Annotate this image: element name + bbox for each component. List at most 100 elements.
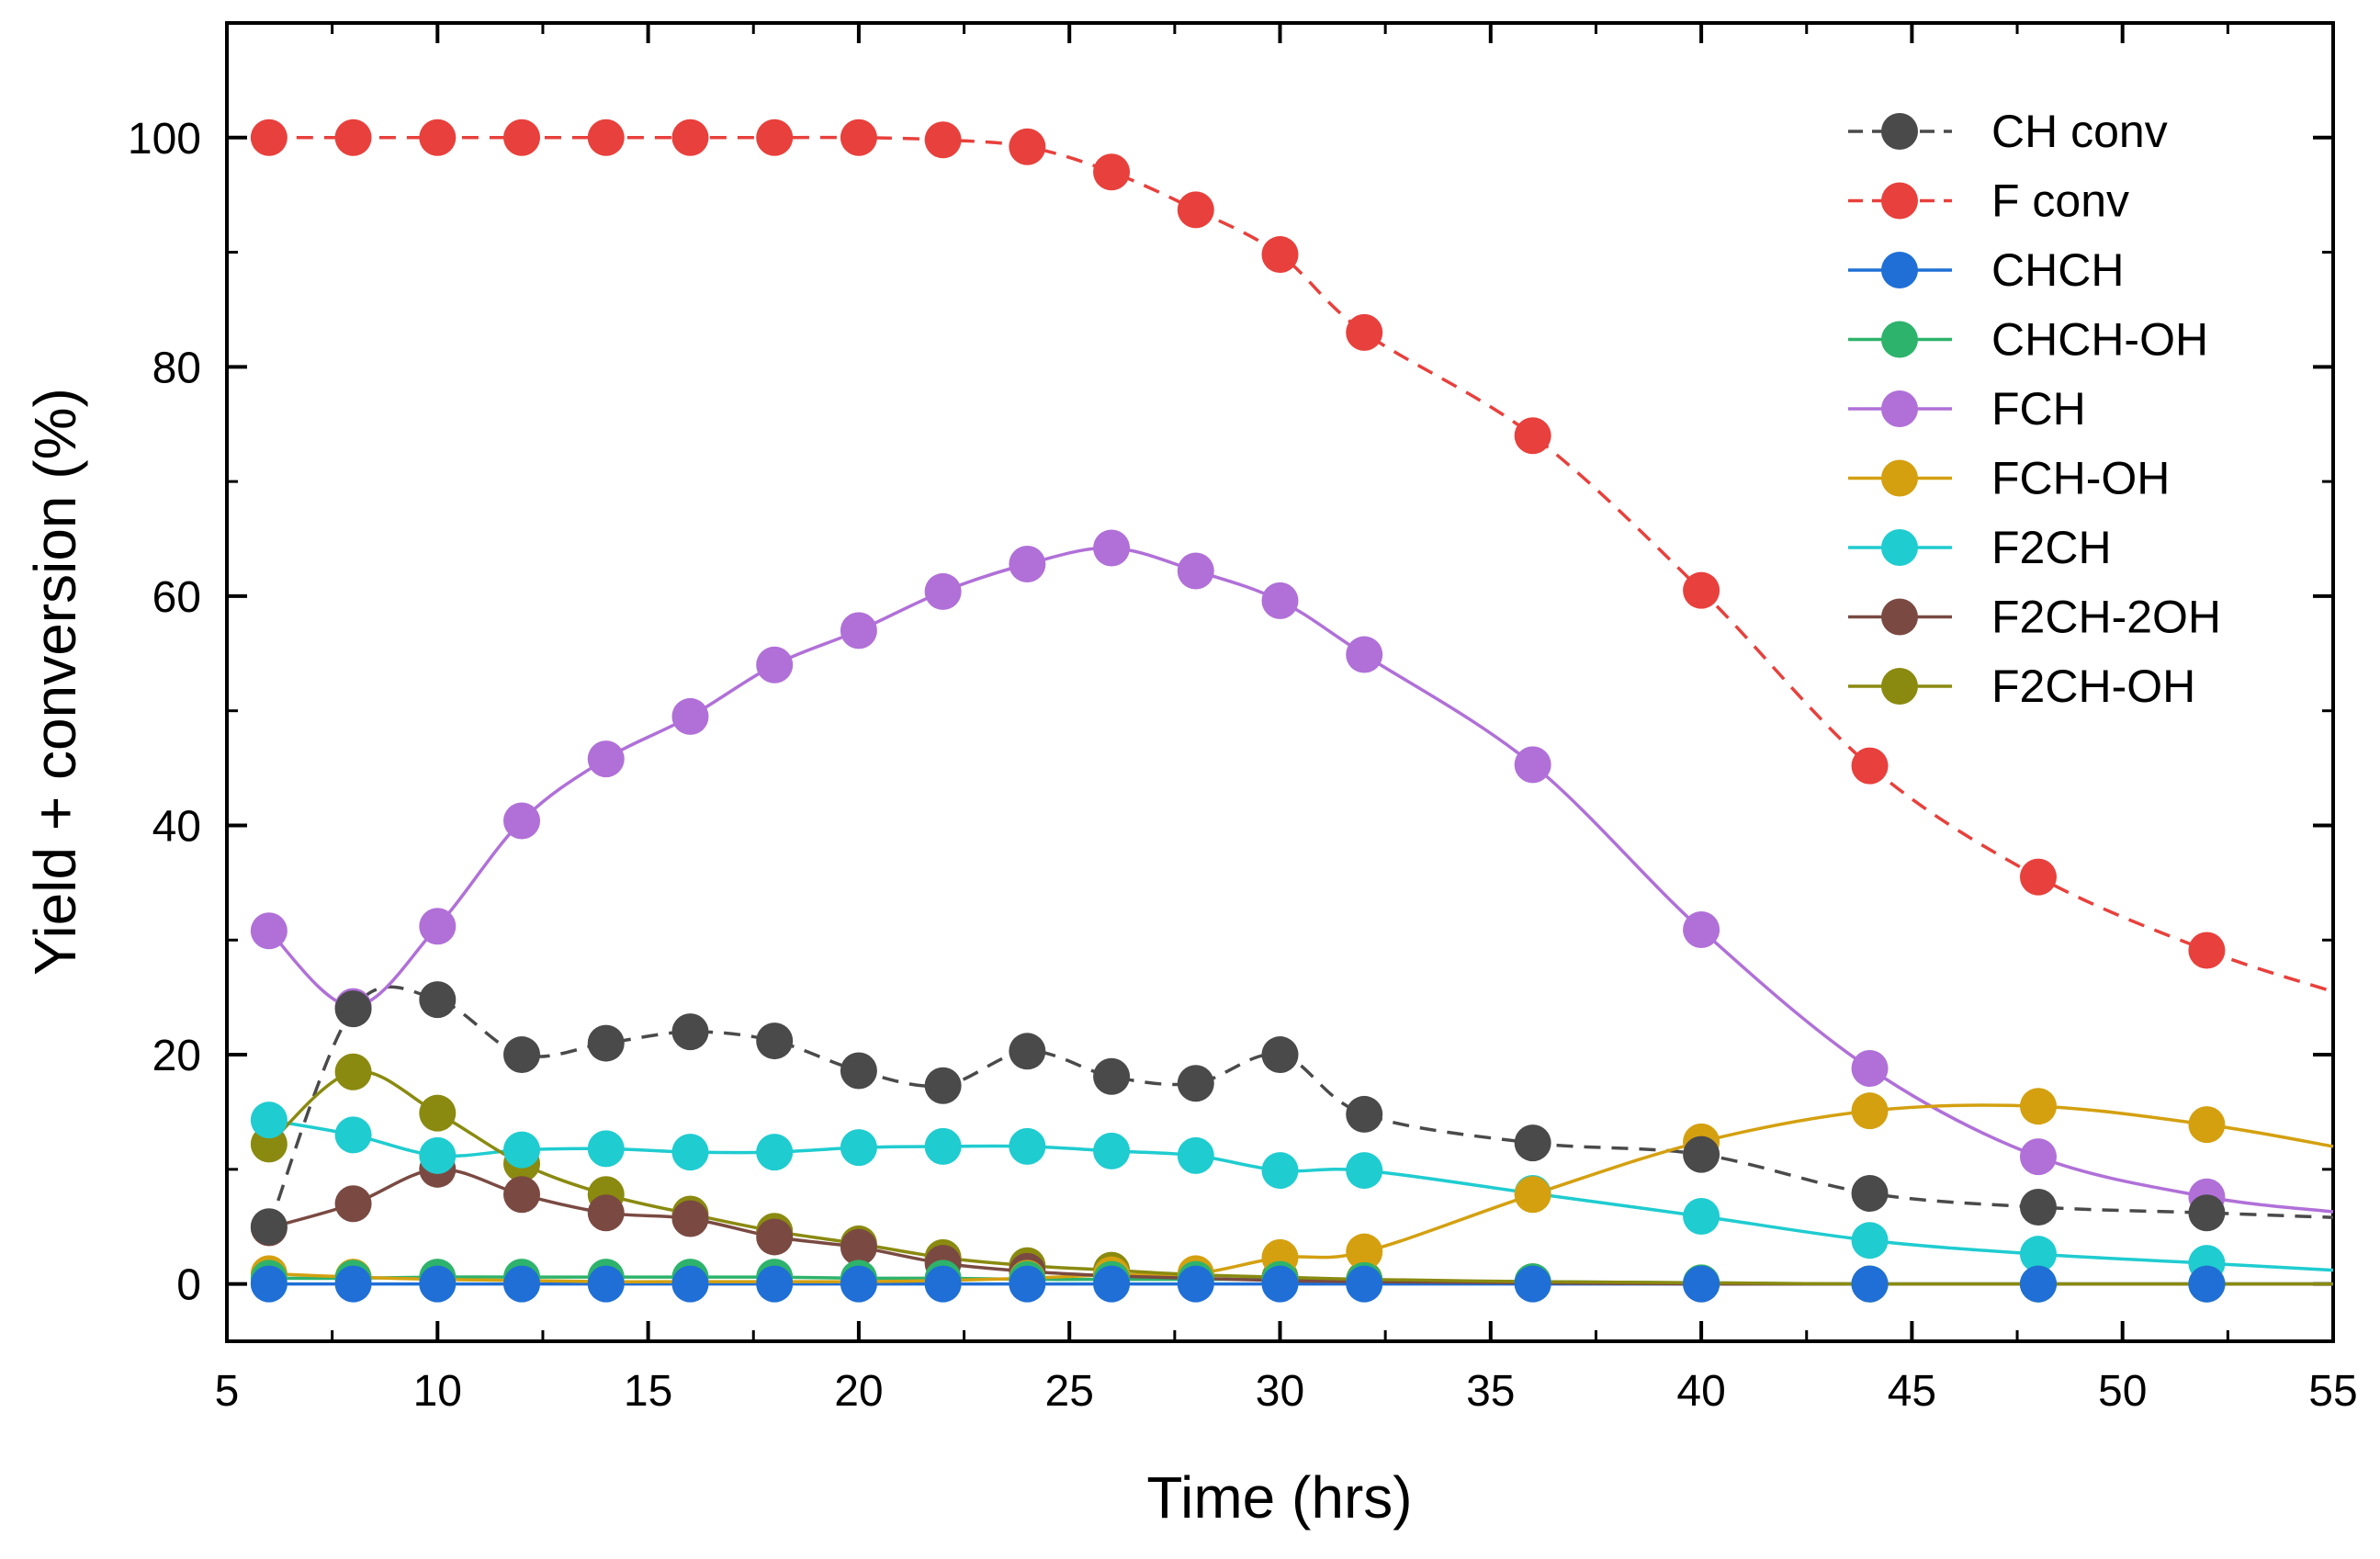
data-point-f2ch: [587, 1130, 625, 1168]
data-point-f-conv: [1093, 153, 1131, 191]
series-markers: [250, 119, 2226, 1303]
legend-label-f2ch: F2CH: [1991, 522, 2112, 573]
data-point-f2ch-2oh: [587, 1194, 625, 1232]
data-point-fch: [1177, 552, 1214, 590]
data-point-f2ch-2oh: [503, 1176, 541, 1214]
data-point-ch-conv: [2019, 1189, 2057, 1226]
data-point-fch: [1009, 545, 1046, 582]
data-point-fch: [1093, 529, 1131, 567]
y-tick-label: 20: [152, 1032, 201, 1080]
legend-marker-f2ch-2oh: [1881, 598, 1918, 636]
x-tick-label: 20: [834, 1367, 883, 1416]
data-point-f2ch: [1683, 1197, 1720, 1235]
data-point-f-conv: [1346, 313, 1383, 351]
legend-label-f2ch-2oh: F2CH-2OH: [1991, 592, 2221, 643]
legend-label-fch: FCH: [1991, 383, 2086, 435]
x-tick-label: 5: [215, 1367, 240, 1416]
data-point-fch-oh: [1851, 1092, 1889, 1130]
legend-label-chch-oh: CHCH-OH: [1991, 314, 2208, 366]
data-point-f-conv: [2019, 858, 2057, 896]
data-point-chch: [419, 1265, 457, 1303]
data-point-chch: [250, 1265, 288, 1303]
x-tick-label: 15: [624, 1367, 672, 1416]
legend-label-ch-conv: CH conv: [1991, 106, 2168, 157]
data-point-fch: [1514, 746, 1551, 784]
data-point-fch-oh: [2019, 1088, 2057, 1125]
data-point-fch: [1683, 911, 1720, 949]
data-point-f2ch: [1346, 1152, 1383, 1190]
data-point-chch: [1093, 1265, 1131, 1303]
y-tick-label: 0: [176, 1261, 201, 1310]
data-point-fch-oh: [1514, 1176, 1551, 1214]
y-axis-title: Yield + conversion (%): [22, 388, 88, 976]
legend-marker-f2ch: [1881, 529, 1918, 566]
data-point-ch-conv: [1346, 1095, 1383, 1133]
data-point-f-conv: [250, 119, 288, 156]
data-point-ch-conv: [250, 1208, 288, 1246]
y-tick-label: 100: [128, 115, 201, 164]
x-tick-label: 50: [2098, 1367, 2147, 1416]
data-point-f-conv: [419, 119, 457, 156]
data-point-fch-oh: [2188, 1106, 2226, 1144]
data-point-f2ch: [2019, 1236, 2057, 1273]
data-point-fch: [840, 612, 877, 650]
data-point-f2ch-2oh: [671, 1200, 709, 1237]
data-point-f2ch: [503, 1131, 541, 1169]
legend-marker-f2ch-oh: [1881, 668, 1918, 705]
data-point-fch: [756, 646, 794, 683]
data-point-fch: [924, 572, 962, 610]
data-point-ch-conv: [587, 1024, 625, 1062]
data-point-chch: [1009, 1265, 1046, 1303]
data-point-chch: [503, 1265, 541, 1303]
x-tick-label: 45: [1888, 1367, 1936, 1416]
data-point-f-conv: [1177, 191, 1214, 229]
data-point-f2ch: [1009, 1127, 1046, 1165]
legend-marker-fch: [1881, 390, 1918, 427]
data-point-fch: [1261, 582, 1299, 619]
x-axis-title: Time (hrs): [1146, 1464, 1412, 1531]
data-point-fch: [1346, 636, 1383, 673]
data-point-f2ch: [671, 1134, 709, 1171]
data-point-f2ch: [1851, 1222, 1889, 1260]
data-point-f-conv: [334, 119, 372, 156]
data-point-ch-conv: [1177, 1065, 1214, 1102]
x-tick-label: 40: [1676, 1367, 1725, 1416]
data-point-ch-conv: [503, 1036, 541, 1074]
data-point-f2ch-2oh: [840, 1228, 877, 1266]
series-line-fch-oh: [268, 1103, 2334, 1283]
data-point-fch: [503, 802, 541, 840]
data-point-fch: [671, 697, 709, 735]
legend: CH conv F conv CHCH CHCH-OH FCH FCH-OH F2CH F2C…: [1848, 106, 2221, 712]
data-point-f-conv: [503, 119, 541, 156]
data-point-ch-conv: [1851, 1175, 1889, 1213]
legend-label-fch-oh: FCH-OH: [1991, 453, 2170, 504]
x-tick-label: 30: [1256, 1367, 1304, 1416]
data-point-chch: [756, 1265, 794, 1303]
legend-marker-f-conv: [1881, 182, 1918, 220]
data-point-f-conv: [671, 119, 709, 156]
data-point-chch: [1346, 1265, 1383, 1303]
data-point-ch-conv: [1683, 1135, 1720, 1173]
data-point-chch: [2019, 1265, 2057, 1303]
data-point-ch-conv: [2188, 1194, 2226, 1232]
legend-marker-ch-conv: [1881, 113, 1918, 150]
data-point-f2ch: [250, 1101, 288, 1139]
data-point-ch-conv: [419, 981, 457, 1019]
data-point-f2ch: [1093, 1132, 1131, 1169]
data-point-f2ch-2oh: [334, 1185, 372, 1223]
data-point-chch: [2188, 1265, 2226, 1303]
data-point-f2ch-oh: [419, 1094, 457, 1132]
data-point-ch-conv: [1009, 1033, 1046, 1070]
legend-label-chch: CHCH: [1991, 244, 2124, 296]
data-point-ch-conv: [1093, 1057, 1131, 1095]
data-point-ch-conv: [924, 1067, 962, 1104]
legend-label-f-conv: F conv: [1991, 175, 2129, 227]
data-point-ch-conv: [840, 1052, 877, 1090]
legend-marker-chch: [1881, 252, 1918, 288]
x-tick-label: 10: [413, 1367, 462, 1416]
data-point-ch-conv: [1514, 1124, 1551, 1162]
axis-ticks: 5 10 15 20 25 30 35 40 45 50 55 0 20 40 60 80 100: [128, 23, 2358, 1416]
data-point-f2ch: [840, 1129, 877, 1167]
data-point-chch: [924, 1265, 962, 1303]
data-point-fch-oh: [1346, 1233, 1383, 1271]
